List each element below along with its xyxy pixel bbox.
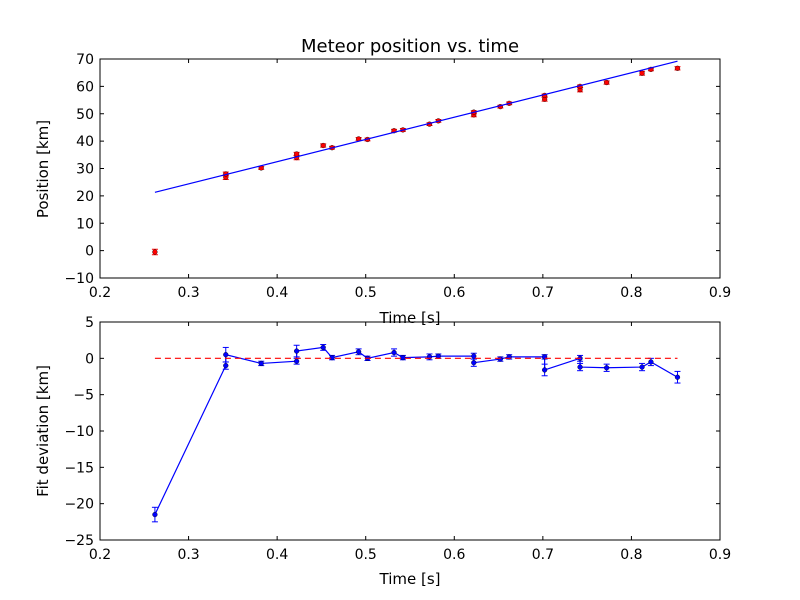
- y-tick-label: 70: [76, 52, 94, 68]
- x-tick-label: 0.3: [177, 285, 199, 301]
- y-tick-label: 20: [76, 189, 94, 205]
- y-tick-label: 40: [76, 134, 94, 150]
- chart-title: Meteor position vs. time: [301, 36, 519, 57]
- y-tick-label: 5: [85, 315, 94, 331]
- data-point: [152, 511, 158, 518]
- data-point: [604, 79, 610, 86]
- data-point: [604, 365, 610, 371]
- data-point: [356, 349, 362, 355]
- x-tick-label: 0.2: [89, 547, 111, 563]
- data-point: [639, 70, 645, 76]
- y-tick-label: −5: [73, 388, 94, 404]
- y-tick-label: −15: [64, 460, 94, 476]
- data-point: [497, 356, 503, 362]
- data-point: [320, 142, 326, 149]
- x-tick-label: 0.7: [532, 285, 554, 301]
- data-point: [223, 363, 229, 369]
- x-tick-label: 0.4: [266, 547, 288, 563]
- data-point: [391, 349, 397, 356]
- plot-frame: [99, 58, 721, 279]
- data-point: [471, 353, 477, 359]
- y-tick-label: 0: [85, 351, 94, 367]
- y-tick-label: −10: [64, 424, 94, 440]
- x-tick-label: 0.6: [443, 285, 465, 301]
- data-point: [471, 360, 477, 366]
- data-point: [223, 352, 229, 358]
- y-tick-label: 30: [76, 162, 94, 178]
- x-tick-label: 0.5: [355, 285, 377, 301]
- data-point: [400, 355, 406, 361]
- y-tick-label: −20: [64, 497, 94, 513]
- plot-area: [151, 60, 681, 256]
- data-point: [674, 374, 681, 380]
- x-axis-label: Time [s]: [379, 309, 441, 327]
- series-line: [154, 60, 678, 193]
- y-tick-label: 0: [85, 244, 94, 260]
- data-point: [294, 358, 300, 364]
- data-point: [294, 348, 300, 354]
- data-point: [542, 367, 548, 373]
- x-tick-label: 0.7: [532, 547, 554, 563]
- y-tick-label: 60: [76, 79, 94, 95]
- axis-ticks: 0.2 0.3 0.4 0.5 0.6 0.7 0.8 0.9 −25 −20 −15 −10 −5 0 5: [64, 315, 731, 563]
- data-point: [577, 364, 583, 370]
- y-tick-label: 50: [76, 107, 94, 123]
- x-tick-label: 0.5: [355, 547, 377, 563]
- data-point: [648, 359, 654, 365]
- axis-ticks: 0.2 0.3 0.4 0.5 0.6 0.7 0.8 0.9 −10 0 10 20 30 40 50 60…: [64, 52, 731, 301]
- x-axis-label: Time [s]: [379, 570, 441, 588]
- data-point: [294, 151, 300, 157]
- plot-area: [151, 344, 681, 523]
- plot-frame: [99, 321, 721, 541]
- x-tick-label: 0.2: [89, 285, 111, 301]
- x-tick-label: 0.9: [709, 285, 731, 301]
- data-point: [258, 360, 264, 367]
- x-tick-label: 0.9: [709, 547, 731, 563]
- y-tick-label: 10: [76, 216, 94, 232]
- data-point: [152, 249, 158, 255]
- x-tick-label: 0.6: [443, 547, 465, 563]
- data-point: [320, 344, 326, 351]
- y-tick-label: −25: [64, 533, 94, 549]
- x-tick-label: 0.8: [620, 547, 642, 563]
- y-axis-label: Fit deviation [km]: [34, 365, 52, 497]
- fit-deviation-chart: Time [s] Fit deviation [km] 0.2 0.3 0.4 0.5…: [34, 315, 731, 588]
- y-axis-label: Position [km]: [34, 120, 52, 218]
- x-tick-label: 0.8: [620, 285, 642, 301]
- x-tick-label: 0.4: [266, 285, 288, 301]
- data-point: [674, 65, 681, 71]
- y-tick-label: −10: [64, 271, 94, 287]
- data-point: [639, 364, 645, 370]
- data-point: [329, 355, 335, 361]
- position-chart: Meteor position vs. time Time [s] Positi…: [34, 36, 731, 327]
- x-tick-label: 0.3: [177, 547, 199, 563]
